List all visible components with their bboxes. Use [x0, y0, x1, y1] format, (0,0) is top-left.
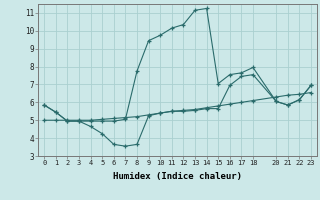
X-axis label: Humidex (Indice chaleur): Humidex (Indice chaleur)	[113, 172, 242, 181]
